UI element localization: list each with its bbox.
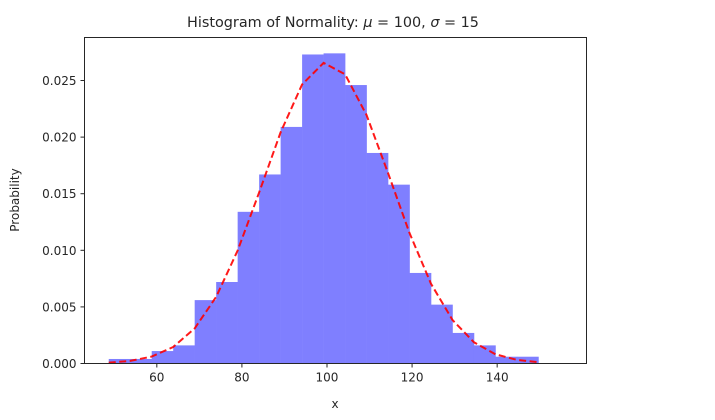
axes-frame xyxy=(84,37,587,364)
histogram-bar xyxy=(452,332,475,364)
y-axis-ticks: 0.000 0.005 0.010 0.015 0.020 0.025 xyxy=(42,74,85,371)
histogram-bar xyxy=(473,345,496,364)
histogram-bar xyxy=(237,211,260,364)
histogram-bar xyxy=(280,126,303,364)
y-tick-label: 0.000 xyxy=(42,357,76,371)
y-tick-label: 0.025 xyxy=(42,74,76,88)
histogram-bar xyxy=(345,85,367,364)
y-tick-label: 0.015 xyxy=(42,187,76,201)
histogram-bar xyxy=(431,304,453,364)
histogram-bar xyxy=(216,282,238,364)
y-tick-label: 0.010 xyxy=(42,244,76,258)
y-tick-label: 0.020 xyxy=(42,131,76,145)
chart-title: Histogram of Normality: μ = 100, σ = 15 xyxy=(187,15,479,31)
histogram-bar xyxy=(173,345,195,364)
x-axis-label: x xyxy=(331,397,338,411)
histogram-bar xyxy=(388,184,410,364)
histogram-bar xyxy=(516,356,539,364)
histogram-bar xyxy=(409,272,432,364)
normal-pdf-line xyxy=(108,61,539,364)
histogram-bars xyxy=(108,53,539,364)
x-tick-label: 120 xyxy=(401,371,424,385)
x-axis-ticks: 60 80 100 120 140 xyxy=(149,363,509,385)
histogram-bar xyxy=(323,53,346,364)
y-axis-label: Probability xyxy=(8,168,22,231)
x-tick-label: 140 xyxy=(486,371,509,385)
y-tick-label: 0.005 xyxy=(42,300,76,314)
histogram-bar xyxy=(130,358,153,364)
x-tick-label: 60 xyxy=(149,371,164,385)
x-tick-label: 100 xyxy=(316,371,339,385)
histogram-bar xyxy=(151,351,174,364)
histogram-bar xyxy=(366,152,389,364)
histogram-bar xyxy=(259,174,281,364)
histogram-bar xyxy=(302,54,324,364)
histogram-bar xyxy=(495,356,518,364)
histogram-bar xyxy=(194,300,217,364)
x-tick-label: 80 xyxy=(234,371,249,385)
